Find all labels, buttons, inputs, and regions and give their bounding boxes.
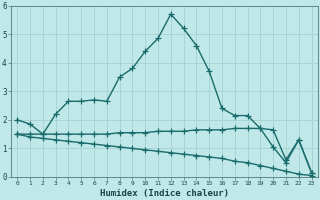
X-axis label: Humidex (Indice chaleur): Humidex (Indice chaleur) bbox=[100, 189, 229, 198]
